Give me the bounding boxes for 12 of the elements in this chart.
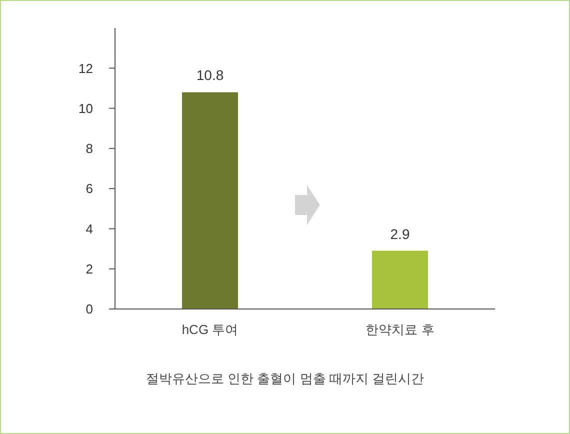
x-axis-title: 절박유산으로 인한 출혈이 멈출 때까지 걸린시간 bbox=[144, 370, 426, 388]
x-tick-label: 한약치료 후 bbox=[366, 322, 434, 338]
y-tick-label: 4 bbox=[86, 221, 93, 236]
y-tick-label: 12 bbox=[78, 60, 93, 76]
x-tick-label: hCG 투여 bbox=[182, 322, 238, 338]
y-tick-label: 8 bbox=[86, 141, 93, 156]
y-tick-label: 0 bbox=[86, 302, 93, 317]
y-tick-label: 6 bbox=[86, 181, 93, 196]
data-label: 2.9 bbox=[390, 226, 410, 242]
y-tick-label: 2 bbox=[86, 261, 93, 276]
y-tick-label: 10 bbox=[78, 100, 93, 116]
data-label: 10.8 bbox=[196, 67, 224, 84]
